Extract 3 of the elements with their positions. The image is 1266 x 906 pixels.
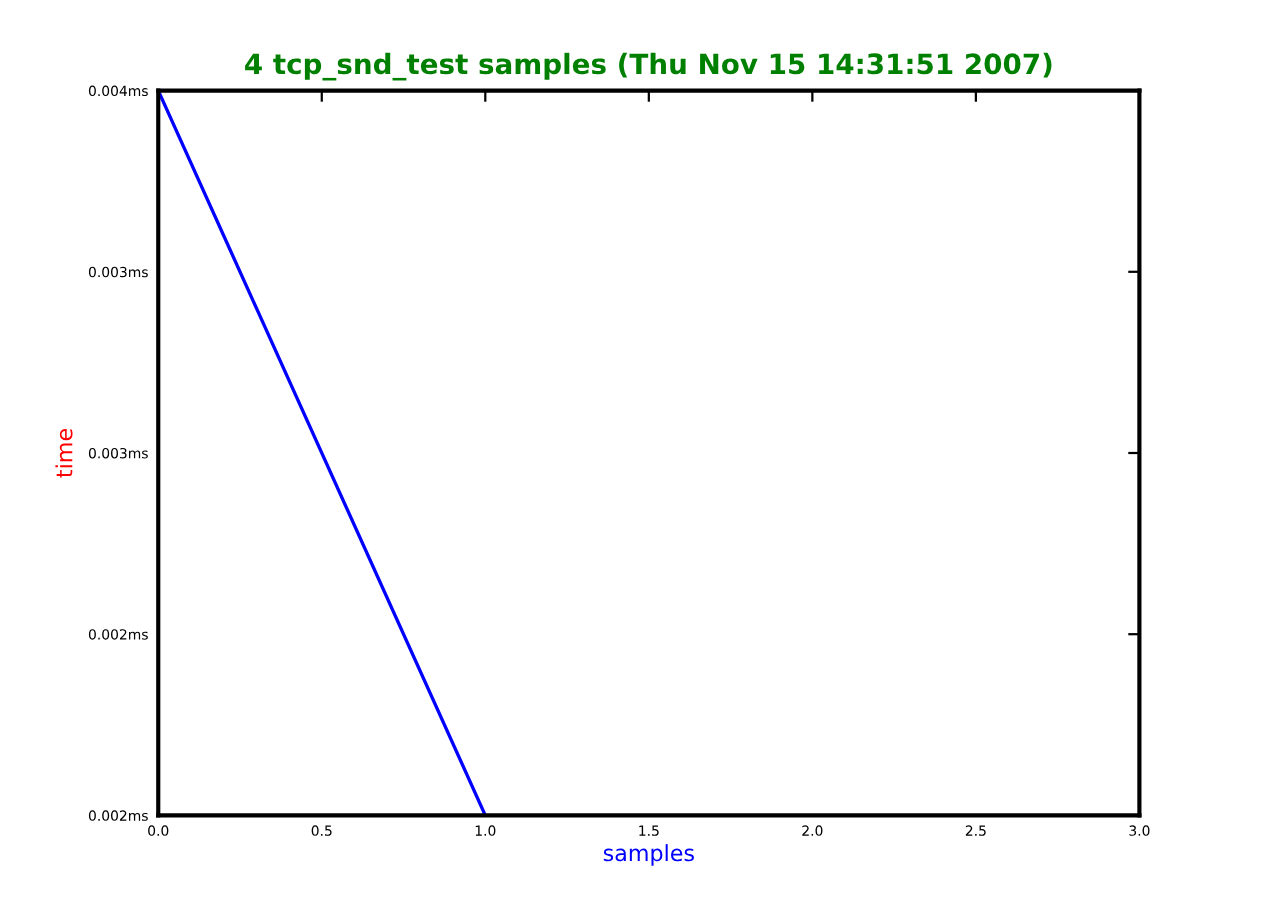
y-axis-title: time — [55, 429, 73, 478]
x-axis-title: samples — [603, 844, 694, 866]
chart-title: 4 tcp_snd_test samples (Thu Nov 15 14:31:51 2007) — [245, 52, 1052, 81]
